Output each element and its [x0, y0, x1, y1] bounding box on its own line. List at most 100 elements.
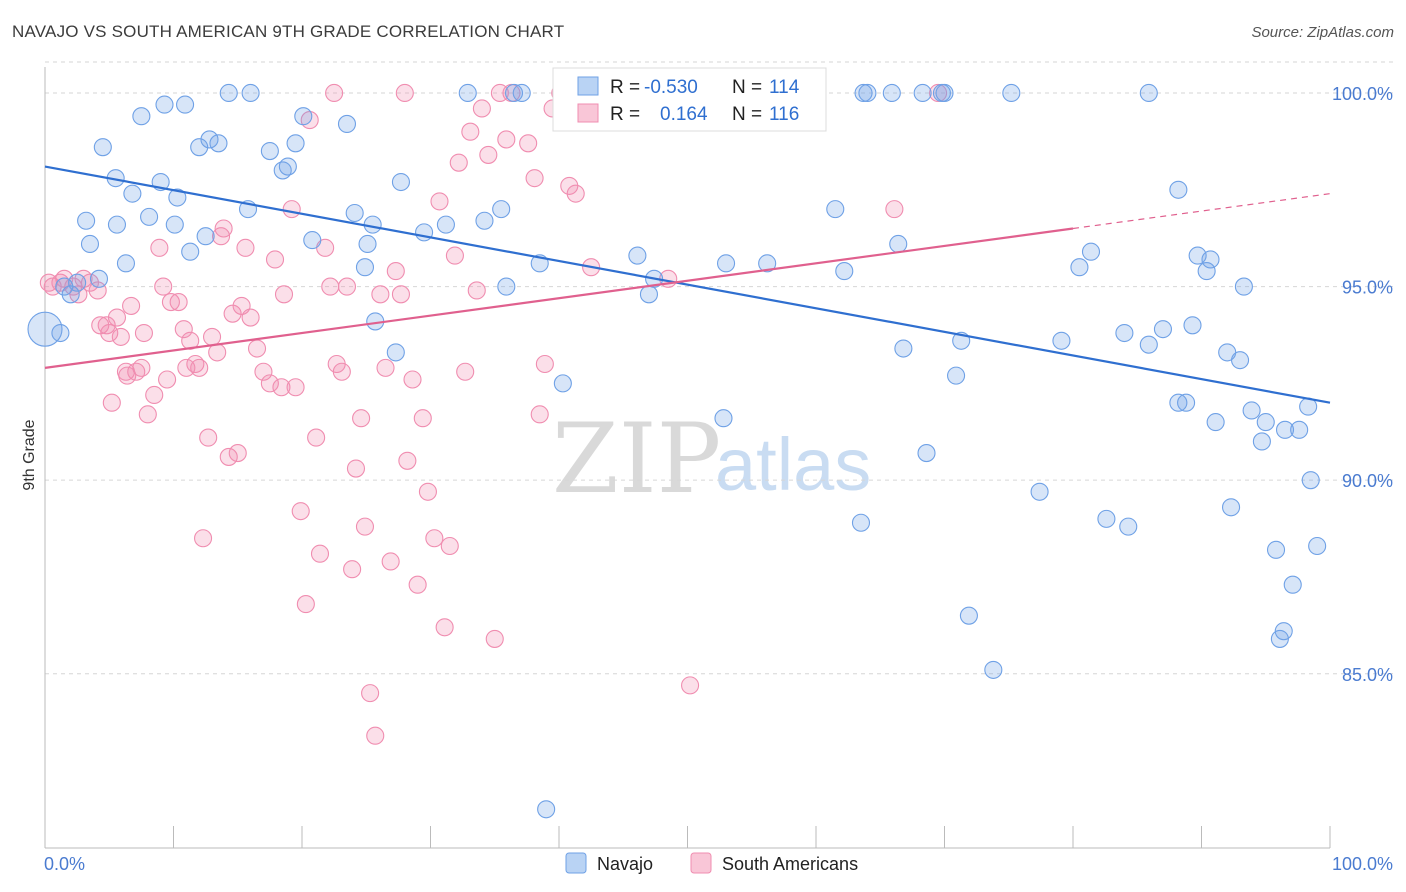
south-americans-point — [440, 536, 459, 556]
navajo-point — [1301, 471, 1320, 490]
south-americans-point — [154, 277, 173, 296]
south-americans-point — [497, 130, 516, 149]
navajo-point — [512, 83, 531, 103]
navajo-point — [294, 107, 313, 126]
navajo-point — [1256, 413, 1275, 432]
navajo-point — [181, 242, 200, 261]
navajo-point — [1169, 180, 1188, 199]
south-americans-point — [325, 83, 344, 103]
south-americans-point — [228, 444, 247, 463]
navajo-point — [1290, 420, 1309, 439]
chart-source: Source: ZipAtlas.com — [1251, 24, 1394, 41]
south-americans-point — [145, 385, 164, 405]
grid-lines — [45, 61, 1395, 675]
south-americans-point — [169, 293, 188, 312]
south-americans-point — [525, 169, 544, 188]
navajo-point — [123, 184, 142, 203]
south-americans-point — [203, 327, 222, 346]
navajo-point — [1081, 242, 1101, 261]
south-americans-point — [681, 676, 700, 695]
south-americans-point — [214, 219, 233, 238]
x-tick-labels: 0.0% 100.0% — [44, 854, 1393, 874]
navajo-point — [1234, 277, 1253, 296]
south-americans-point — [386, 262, 405, 281]
south-americans-point — [286, 378, 305, 397]
south-americans-point — [134, 323, 153, 343]
south-americans-point — [132, 358, 151, 377]
navajo-point — [497, 277, 516, 296]
south-americans-point — [885, 200, 904, 219]
axes — [44, 67, 1331, 849]
navajo-point — [639, 285, 659, 304]
south-americans-point — [282, 200, 301, 219]
navajo-point — [1252, 432, 1271, 451]
y-tick-labels: 85.0% 90.0% 95.0% 100.0% — [1332, 84, 1393, 685]
south-n-value: 116 — [769, 104, 799, 125]
south-americans-point — [174, 320, 193, 339]
navajo-point — [1308, 536, 1327, 556]
navajo-n-value: 114 — [769, 77, 800, 98]
navajo-point — [1153, 320, 1172, 339]
south-americans-point — [111, 327, 130, 346]
south-r-value: 0.164 — [660, 104, 708, 125]
south-americans-point — [241, 308, 260, 327]
navajo-point — [190, 138, 209, 157]
navajo-point — [826, 200, 845, 219]
navajo-point — [1052, 331, 1071, 350]
stats-box: R = -0.530 N = 114 R = 0.164 N = 116 — [552, 67, 827, 132]
navajo-point — [628, 246, 647, 265]
navajo-point — [1222, 498, 1241, 517]
south-americans-point — [461, 122, 480, 141]
navajo-point — [1030, 482, 1049, 501]
navajo-point — [858, 83, 877, 103]
navajo-r-value: -0.530 — [644, 77, 698, 98]
navajo-point — [1201, 250, 1220, 269]
south-americans-point — [519, 134, 538, 153]
navajo-point — [260, 142, 279, 161]
south-americans-point — [337, 277, 357, 296]
navajo-swatch — [577, 76, 599, 96]
navajo-point — [1097, 509, 1116, 528]
south-n-label: N = — [732, 104, 762, 125]
navajo-point — [1169, 393, 1188, 412]
navajo-point — [758, 254, 777, 273]
navajo-point — [917, 444, 936, 463]
south-americans-point — [445, 246, 464, 265]
navajo-point — [889, 234, 908, 254]
navajo-point — [1231, 351, 1250, 370]
navajo-point — [278, 157, 297, 176]
navajo-point — [303, 231, 322, 250]
south-americans-point — [118, 366, 137, 385]
navajo-point — [716, 254, 736, 273]
south-americans-point — [321, 277, 340, 296]
south-americans-point — [343, 560, 362, 579]
navajo-point — [913, 83, 932, 103]
watermark-atlas: atlas — [715, 423, 871, 506]
south-americans-point — [265, 250, 285, 269]
legend-south-label: South Americans — [722, 854, 858, 874]
navajo-point — [959, 606, 978, 625]
y-axis-label: 9th Grade — [21, 419, 38, 490]
south-americans-point — [472, 99, 491, 118]
navajo-point — [165, 215, 184, 234]
navajo-point — [209, 134, 228, 153]
navajo-point — [492, 200, 511, 219]
south-americans-point — [177, 358, 196, 377]
south-americans-point — [122, 296, 141, 315]
navajo-point — [391, 172, 410, 192]
navajo-point — [132, 107, 151, 126]
navajo-point — [345, 203, 364, 223]
navajo-point — [1266, 540, 1286, 559]
navajo-point — [358, 234, 377, 254]
trend-lines — [44, 165, 1331, 404]
navajo-point — [894, 339, 913, 358]
navajo-point — [51, 323, 70, 343]
legend: Navajo South Americans — [565, 852, 858, 874]
south-swatch — [577, 103, 599, 123]
south-americans-point — [398, 451, 417, 470]
south-americans-point — [158, 370, 177, 389]
watermark-zip: ZIP — [552, 403, 721, 515]
navajo-point — [1274, 622, 1293, 641]
navajo-point — [436, 215, 455, 234]
